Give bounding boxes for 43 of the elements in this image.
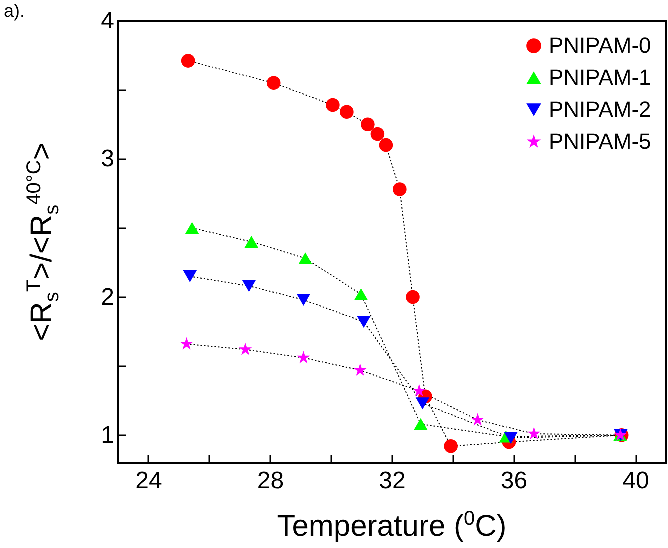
point <box>183 270 198 282</box>
point <box>340 105 354 120</box>
point <box>354 364 367 376</box>
point <box>379 138 394 152</box>
legend-label: PNIPAM-1 <box>549 65 652 90</box>
point <box>242 280 256 292</box>
y-tick-label: 4 <box>101 8 114 34</box>
y-tick-label: 1 <box>101 422 114 449</box>
point <box>244 236 259 248</box>
x-tick-label: 32 <box>379 468 406 494</box>
text: a). <box>4 0 26 22</box>
point <box>185 222 200 234</box>
point <box>296 294 311 306</box>
point <box>406 290 420 304</box>
point <box>180 337 194 350</box>
x-tick-label: 40 <box>622 468 650 494</box>
point <box>354 288 368 300</box>
point <box>181 54 196 68</box>
x-axis-title: Temperature ($^{0}$C) <box>277 508 507 544</box>
x-tick-label: 36 <box>500 468 528 494</box>
x-tick-label: 28 <box>257 468 284 494</box>
point <box>412 384 426 397</box>
point <box>326 98 340 112</box>
point <box>504 432 518 444</box>
point <box>361 118 375 132</box>
y-tick-label: 2 <box>101 284 114 311</box>
point <box>414 418 428 430</box>
point <box>298 252 312 265</box>
point <box>266 76 281 90</box>
x-tick-label: 24 <box>136 468 162 494</box>
point <box>297 351 310 364</box>
point <box>471 413 484 426</box>
legend-label: PNIPAM-5 <box>549 129 652 154</box>
point <box>393 182 407 196</box>
point <box>370 127 385 142</box>
point <box>357 316 371 328</box>
point <box>528 427 541 440</box>
y-tick-label: 3 <box>101 146 114 173</box>
legend-label: PNIPAM-0 <box>549 33 652 58</box>
point <box>444 440 458 454</box>
legend-label: PNIPAM-2 <box>549 97 652 122</box>
point <box>416 398 430 410</box>
point <box>239 342 252 356</box>
